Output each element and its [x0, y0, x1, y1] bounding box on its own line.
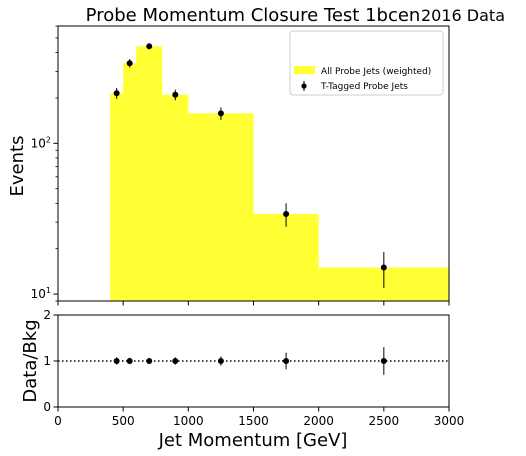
legend-marker-t-tagged: [301, 83, 307, 89]
ratio-y-tick-label: 0: [43, 400, 51, 414]
ratio-x-tick-label: 2500: [369, 414, 400, 428]
histogram-bar-4: [162, 94, 189, 301]
legend-swatch-all-probe-jets: [294, 66, 315, 74]
ratio-y-tick-label: 1: [43, 354, 51, 368]
histogram-bar-2: [123, 63, 137, 301]
ratio-point-3: [146, 358, 153, 364]
legend-box: [289, 30, 444, 96]
histogram-bar-1: [110, 93, 124, 301]
ratio-point-5: [217, 358, 224, 364]
ratio-y-axis-label: Data/Bkg: [20, 319, 41, 402]
histogram-bar-6: [253, 213, 319, 301]
ratio-point-4: [172, 358, 179, 364]
ratio-point-7: [380, 358, 387, 364]
histogram-bar-3: [136, 46, 163, 301]
main-y-axis-label: Events: [7, 136, 28, 197]
x-axis-label: Jet Momentum [GeV]: [158, 430, 348, 451]
ratio-point-6: [283, 358, 290, 364]
corner-label: 2016 Data: [421, 6, 505, 25]
ratio-x-tick-label: 3000: [434, 414, 465, 428]
ratio-x-tick-label: 0: [54, 414, 62, 428]
histogram-bar-5: [188, 113, 254, 301]
data-point-6: [283, 210, 290, 217]
main-y-tick-label-1: 101: [31, 286, 51, 301]
ratio-plot-area: 0 1 2 0 500 1000 1500 2000 2500 3000: [43, 308, 464, 428]
data-point-3: [146, 43, 153, 50]
data-point-7: [380, 264, 387, 271]
data-point-2: [126, 60, 133, 67]
ratio-x-tick-label: 500: [112, 414, 135, 428]
main-y-tick-label-2: 102: [31, 135, 51, 150]
legend-entry-all-probe-jets: All Probe Jets (weighted): [321, 67, 431, 77]
legend: All Probe Jets (weighted) T-Tagged Probe…: [289, 30, 444, 96]
legend-entry-t-tagged: T-Tagged Probe Jets: [320, 82, 408, 92]
chart-title: Probe Momentum Closure Test 1bcen: [86, 5, 421, 26]
ratio-x-tick-label: 1000: [173, 414, 204, 428]
ratio-y-tick-label: 2: [43, 308, 51, 322]
ratio-point-2: [126, 358, 133, 364]
data-point-5: [217, 110, 224, 117]
main-plot-area: 101 102: [31, 25, 450, 306]
data-point-4: [172, 91, 179, 98]
ratio-x-tick-label: 1500: [238, 414, 269, 428]
ratio-point-1: [113, 358, 120, 364]
ratio-x-tick-label: 2000: [303, 414, 334, 428]
data-point-1: [113, 90, 120, 97]
